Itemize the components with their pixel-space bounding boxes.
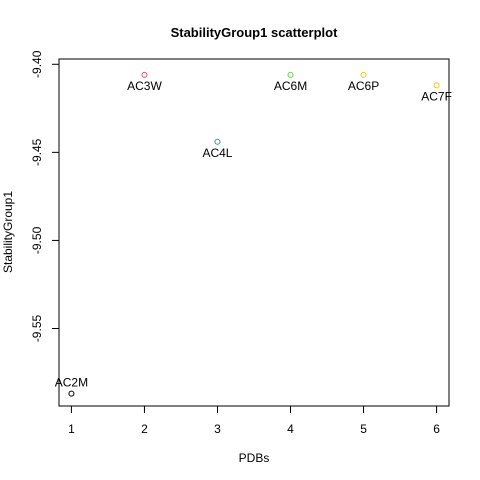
point-label-ac3w: AC3W [127,79,162,93]
data-point-ac6p [360,71,367,78]
plot-frame [58,58,450,407]
x-tick-label: 3 [214,422,221,436]
point-label-ac2m: AC2M [55,376,88,390]
x-axis: 1 2 3 4 5 6 [68,406,440,436]
point-label-ac7f: AC7F [421,89,452,103]
point-label-ac6p: AC6P [348,79,379,93]
x-tick-label: 6 [433,422,440,436]
data-point-ac2m [68,390,75,397]
x-axis-label: PDBs [239,451,270,465]
x-tick-label: 4 [287,422,294,436]
x-tick-label: 2 [141,422,148,436]
y-tick-label: -9.50 [30,226,44,254]
data-point-ac3w [141,71,148,78]
point-label-ac6m: AC6M [274,79,307,93]
data-point-ac6m [287,71,294,78]
point-label-ac4l: AC4L [202,146,232,160]
x-tick-label: 5 [360,422,367,436]
y-axis-label: StabilityGroup1 [1,191,15,273]
data-point-ac7f [433,82,440,89]
x-tick-label: 1 [68,422,75,436]
chart-title: StabilityGroup1 scatterplot [171,25,339,40]
y-tick-label: -9.55 [30,314,44,342]
y-tick-label: -9.45 [30,138,44,166]
data-point-ac4l [214,138,221,145]
y-axis: -9.40 -9.45 -9.50 -9.55 [30,50,59,342]
points-layer: AC2M AC3W AC4L AC6M AC6P AC7F [55,71,452,397]
y-tick-label: -9.40 [30,50,44,78]
